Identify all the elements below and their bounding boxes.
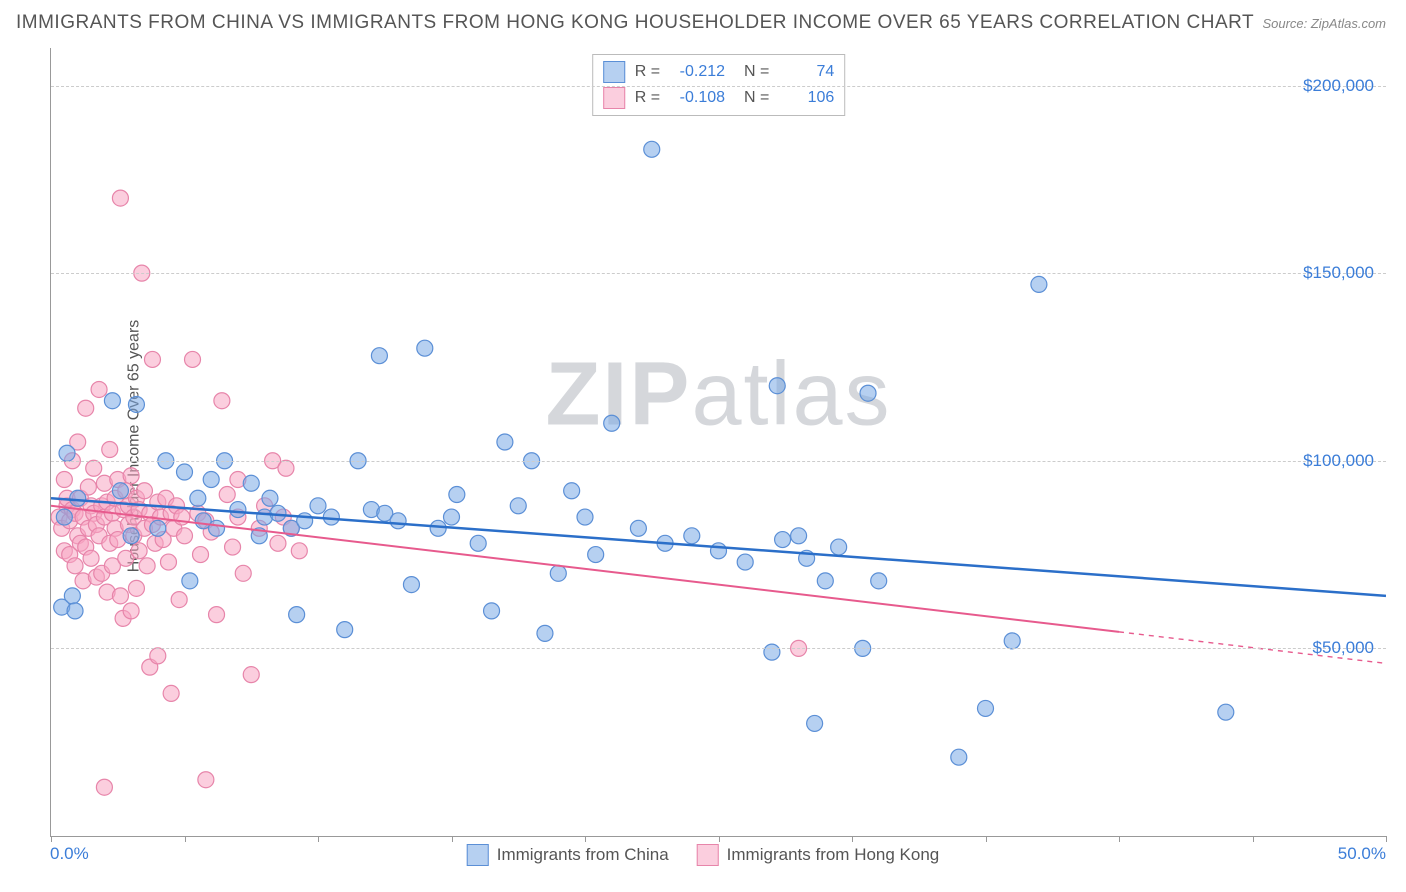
y-tick-label: $50,000 [1313,638,1374,658]
legend-item-hongkong: Immigrants from Hong Kong [697,844,940,866]
correlation-chart: IMMIGRANTS FROM CHINA VS IMMIGRANTS FROM… [0,0,1406,892]
legend-swatch-pink-icon [697,844,719,866]
x-min-label: 0.0% [50,844,89,864]
x-max-label: 50.0% [1338,844,1386,864]
source-label: Source: ZipAtlas.com [1262,16,1386,31]
y-tick-label: $150,000 [1303,263,1374,283]
chart-title: IMMIGRANTS FROM CHINA VS IMMIGRANTS FROM… [16,12,1254,34]
legend-item-china: Immigrants from China [467,844,669,866]
legend-label: Immigrants from Hong Kong [727,845,940,865]
legend-swatch-blue-icon [467,844,489,866]
plot-area: ZIPatlas R = -0.212 N = 74 R = -0.108 N … [50,48,1386,837]
legend-bottom: Immigrants from China Immigrants from Ho… [467,844,940,866]
scatter-svg [51,48,1386,836]
y-tick-label: $100,000 [1303,451,1374,471]
legend-label: Immigrants from China [497,845,669,865]
y-tick-label: $200,000 [1303,76,1374,96]
